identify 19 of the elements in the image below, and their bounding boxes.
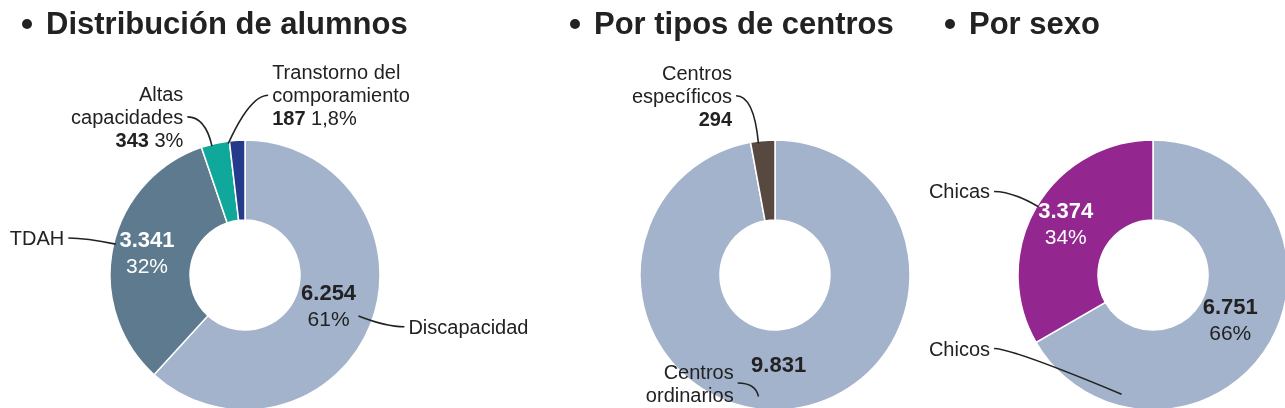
slice-label: Transtorno del comporamiento [272,61,410,107]
data-label: 6.751 66% [1202,293,1258,344]
slice-label: Centros específicos [632,61,733,107]
data-label: 3.374 34% [1038,198,1095,249]
chart-title: Por tipos de centros [594,6,894,42]
data-label: 343 3% [115,128,184,151]
chart-title: Por sexo [969,6,1100,42]
slice-label: TDAH [9,227,65,249]
data-label: 9.831 [751,351,807,377]
slice-label: Chicos [928,337,991,360]
chart-title: Distribución de alumnos [46,6,408,42]
data-label: 294 [698,107,733,130]
data-label: 6.254 61% [301,280,357,331]
slice-label: Chicas [928,180,991,203]
data-label: 187 1,8% [272,107,357,130]
data-label: 3.341 32% [119,226,175,277]
slice-label: Altas capacidades [71,82,184,128]
slice-label: Discapacidad [408,315,529,338]
slice-label: Centros ordinarios [645,360,734,406]
